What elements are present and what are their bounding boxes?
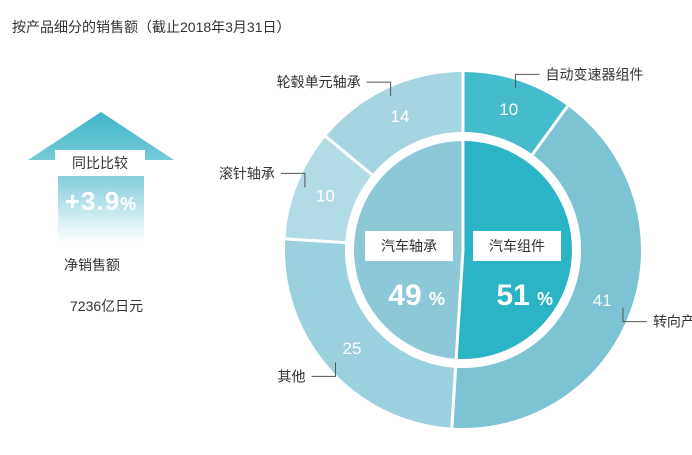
yoy-label: 同比比较 xyxy=(55,150,145,176)
leader-line-3 xyxy=(280,172,306,188)
inner-value-1: 49 xyxy=(388,279,421,312)
growth-value: +3.9% xyxy=(28,186,174,217)
inner-label-1: 汽车轴承 xyxy=(381,238,437,254)
leader-lines xyxy=(280,73,647,377)
inner-label-box-1 xyxy=(365,231,453,261)
outer-segment-3 xyxy=(285,136,373,243)
inner-unit-0: % xyxy=(537,289,553,309)
outer-segment-4 xyxy=(325,72,463,175)
growth-unit: % xyxy=(120,194,138,214)
leader-line-0 xyxy=(515,73,540,89)
outer-segment-1 xyxy=(451,105,642,428)
outer-value-0: 10 xyxy=(499,100,518,119)
up-arrow-icon xyxy=(28,112,174,242)
outer-label-2: 其他 xyxy=(277,368,305,384)
outer-value-1: 41 xyxy=(593,291,612,310)
leader-line-4 xyxy=(366,81,392,97)
leader-line-2 xyxy=(311,362,336,377)
outer-label-3: 滚针轴承 xyxy=(219,165,275,181)
inner-unit-1: % xyxy=(429,289,445,309)
outer-label-0: 自动变速器组件 xyxy=(546,66,644,82)
outer-value-3: 10 xyxy=(316,187,335,206)
leader-line-1 xyxy=(622,307,647,323)
outer-divider xyxy=(324,135,374,176)
outer-label-1: 转向产品 xyxy=(653,314,692,330)
outer-divider xyxy=(285,237,346,245)
outer-divider xyxy=(531,105,569,156)
growth-stat: 同比比较 +3.9% xyxy=(28,112,174,242)
growth-number: +3.9 xyxy=(64,186,121,216)
inner-label-box-0 xyxy=(473,231,561,261)
inner-divider xyxy=(450,249,465,428)
net-sales-value: 7236亿日元 xyxy=(70,298,144,314)
ring-dividers xyxy=(285,72,569,428)
inner-value-0: 51 xyxy=(496,279,529,312)
chart-title: 按产品细分的销售额（截止2018年3月31日） xyxy=(12,19,291,35)
outer-value-4: 14 xyxy=(391,107,410,126)
outer-segment-2 xyxy=(285,238,456,428)
net-sales-label: 净销售额 xyxy=(64,257,120,273)
outer-value-2: 25 xyxy=(343,339,362,358)
outer-segment-0 xyxy=(463,72,568,155)
inner-label-0: 汽车组件 xyxy=(489,238,545,254)
outer-label-4: 轮毂单元轴承 xyxy=(277,74,361,90)
